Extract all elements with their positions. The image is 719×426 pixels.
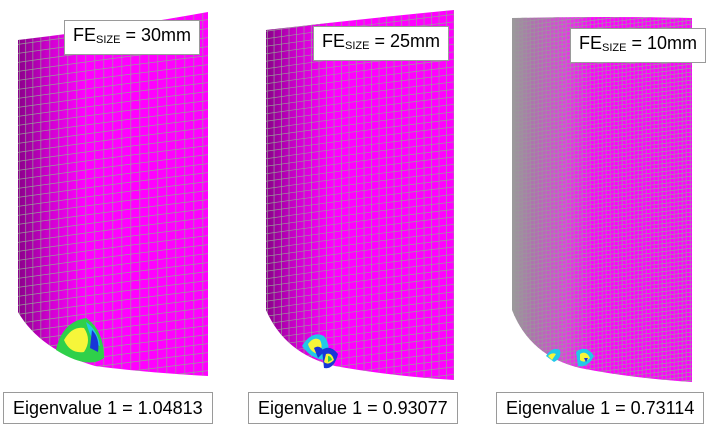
mesh-line: [512, 253, 692, 285]
eigenvalue-label: Eigenvalue 1 = 0.73114: [496, 392, 705, 424]
mesh-line: [512, 229, 692, 261]
mesh-line: [512, 257, 692, 289]
mesh-line: [512, 281, 692, 313]
mesh-line: [512, 293, 692, 325]
mesh-line: [512, 221, 692, 253]
buckle-deformation: [546, 348, 594, 367]
mesh-line: [512, 265, 692, 297]
mesh-line: [512, 105, 692, 137]
mesh-line: [512, 345, 692, 377]
mesh-grid: [512, 17, 692, 382]
mesh-line: [512, 161, 692, 193]
mesh-line: [512, 73, 692, 105]
mesh-line: [512, 277, 692, 309]
fe-size-label: FESIZE = 10mm: [570, 28, 706, 63]
eigenvalue-label: Eigenvalue 1 = 0.93077: [248, 392, 458, 424]
mesh-line: [512, 85, 692, 117]
model-panel-25mm: FESIZE = 25mm Eigenvalue 1 = 0.93077: [240, 0, 480, 426]
cylinder-shell-render: [512, 17, 692, 382]
mesh-line: [512, 245, 692, 277]
mesh-line: [512, 17, 692, 41]
mesh-line: [512, 213, 692, 245]
cylinder-shell-render: [266, 10, 454, 380]
mesh-line: [512, 237, 692, 269]
mesh-line: [512, 321, 692, 353]
mesh-line: [512, 241, 692, 273]
fe-size-label: FESIZE = 25mm: [313, 26, 449, 61]
buckle-deformation: [56, 318, 104, 363]
mesh-line: [512, 129, 692, 161]
mesh-grid: [266, 10, 454, 380]
mesh-line: [512, 173, 692, 205]
mesh-line: [512, 17, 692, 37]
buckle-deformation: [302, 334, 338, 369]
mesh-line: [266, 372, 454, 380]
mesh-line: [512, 185, 692, 217]
mesh-line: [512, 121, 692, 153]
mesh-line: [512, 209, 692, 241]
mesh-line: [512, 329, 692, 361]
mesh-line: [512, 113, 692, 145]
mesh-line: [512, 169, 692, 201]
mesh-line: [512, 89, 692, 121]
mesh-line: [512, 225, 692, 257]
mesh-line: [512, 109, 692, 141]
mesh-line: [512, 233, 692, 265]
mesh-line: [512, 93, 692, 125]
mesh-line: [512, 309, 692, 341]
mesh-line: [512, 297, 692, 329]
mesh-line: [512, 353, 692, 382]
shell-surface: [266, 10, 454, 380]
mesh-line: [512, 333, 692, 365]
mesh-line: [512, 101, 692, 133]
mesh-line: [512, 97, 692, 129]
mesh-line: [512, 337, 692, 369]
mesh-line: [512, 217, 692, 249]
mesh-line: [512, 65, 692, 97]
mesh-line: [512, 197, 692, 229]
mesh-line: [512, 301, 692, 333]
mesh-line: [512, 313, 692, 345]
mesh-line: [512, 77, 692, 109]
model-panel-10mm: FESIZE = 10mm Eigenvalue 1 = 0.73114: [480, 0, 719, 426]
mesh-line: [512, 133, 692, 165]
mesh-line: [512, 61, 692, 93]
fe-size-label: FESIZE = 30mm: [64, 20, 200, 55]
mesh-line: [512, 201, 692, 233]
mesh-line: [512, 145, 692, 177]
eigenvalue-label: Eigenvalue 1 = 1.04813: [3, 392, 213, 424]
mesh-line: [512, 369, 692, 382]
mesh-line: [512, 141, 692, 173]
mesh-line: [512, 149, 692, 181]
mesh-line: [512, 17, 692, 21]
mesh-line: [512, 189, 692, 221]
mesh-line: [512, 305, 692, 337]
mesh-line: [512, 157, 692, 189]
mesh-line: [512, 177, 692, 209]
mesh-line: [512, 193, 692, 225]
cylinder-shell-render: [18, 12, 208, 376]
mesh-line: [512, 373, 692, 382]
mesh-line: [512, 349, 692, 381]
mesh-line: [512, 125, 692, 157]
mesh-line: [512, 205, 692, 237]
model-panel-30mm: FESIZE = 30mm Eigenvalue 1 = 1.04813: [0, 0, 240, 426]
mesh-line: [512, 117, 692, 149]
mesh-line: [512, 261, 692, 293]
mesh-line: [512, 69, 692, 101]
mesh-line: [512, 81, 692, 113]
mesh-line: [512, 317, 692, 349]
mesh-line: [512, 137, 692, 169]
mesh-line: [512, 269, 692, 301]
mesh-line: [512, 285, 692, 317]
mesh-line: [512, 165, 692, 197]
mesh-line: [512, 153, 692, 185]
mesh-line: [512, 249, 692, 281]
mesh-line: [512, 325, 692, 357]
mesh-line: [512, 289, 692, 321]
mesh-line: [18, 367, 208, 376]
mesh-line: [512, 181, 692, 213]
mesh-line: [512, 273, 692, 305]
